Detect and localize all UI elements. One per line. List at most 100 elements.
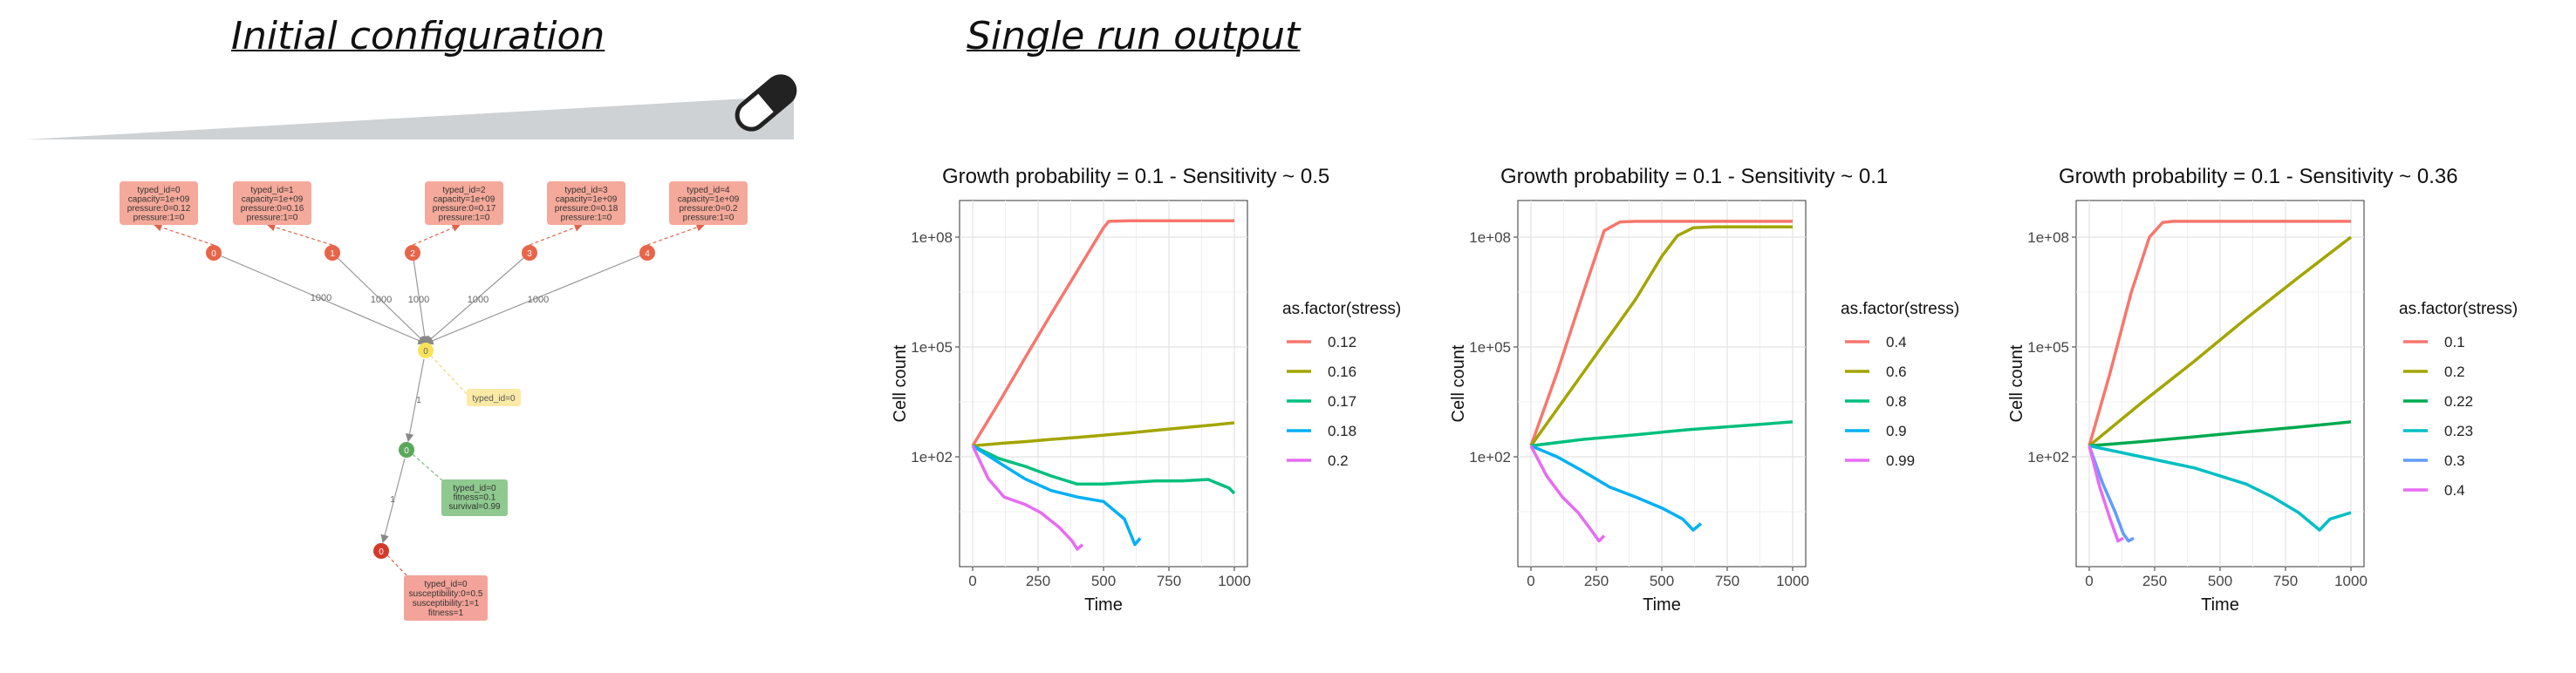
resource-box-line: typed_id=4 (687, 186, 730, 195)
legend-label: 0.9 (1886, 423, 1907, 439)
series-line (971, 445, 1084, 551)
single-run-output-heading: Single run output (967, 14, 1301, 58)
resource-node-label: 3 (527, 249, 532, 259)
typed-box-yellow (467, 389, 521, 406)
edge-line (331, 252, 427, 344)
y-tick-label: 1e+02 (2027, 449, 2069, 466)
legend-label: 0.6 (1886, 364, 1907, 380)
dashed-edge (646, 223, 706, 246)
edge-line (424, 252, 648, 345)
x-tick-label: 0 (968, 573, 976, 589)
x-axis-label: Time (1643, 595, 1681, 615)
legend-label: 0.22 (2444, 393, 2473, 410)
x-axis-label: Time (2201, 595, 2239, 615)
legend-label: 0.23 (2444, 423, 2473, 439)
x-tick-label: 1000 (1218, 573, 1251, 589)
edge-label: 1000 (468, 295, 489, 305)
resource-node-label: 2 (410, 249, 415, 259)
edge-label: 1 (390, 495, 395, 505)
resource-box-line: capacity=1e+09 (128, 195, 190, 205)
y-axis-label: Cell count (2007, 344, 2026, 422)
typed-box-green-line: survival=0.99 (448, 502, 501, 512)
x-tick-label: 750 (1715, 573, 1739, 589)
dashed-edge (153, 223, 215, 246)
resource-box-line: pressure:1=0 (683, 214, 735, 223)
y-axis-label: Cell count (891, 344, 910, 422)
series-line (1529, 445, 1606, 543)
series-line (2087, 220, 2351, 446)
resource-box-line: typed_id=3 (564, 186, 608, 195)
resource-node-label: 4 (645, 249, 650, 259)
x-tick-label: 250 (1584, 573, 1609, 589)
resource-box-line: pressure:0=0.16 (241, 204, 304, 214)
x-tick-label: 250 (2142, 573, 2167, 589)
red-node (373, 543, 389, 559)
dashed-edge (430, 355, 468, 395)
center-node-label: 0 (423, 347, 428, 357)
typed-box-green-line: fitness=0.1 (454, 493, 496, 503)
typed-box-red-line: susceptibility:0=0.5 (409, 589, 483, 599)
resource-box-line: pressure:0=0.17 (433, 204, 496, 214)
y-tick-label: 1e+08 (911, 229, 953, 246)
dashed-edge (386, 554, 409, 578)
edge-label: 1000 (311, 293, 331, 303)
typed-box-red-line: typed_id=0 (424, 580, 468, 589)
drug-gradient-wedge (26, 96, 794, 139)
x-tick-label: 1000 (2334, 573, 2368, 589)
legend-label: 0.8 (1886, 393, 1907, 410)
series-line (971, 219, 1234, 447)
legend-label: 0.18 (1328, 423, 1356, 439)
resource-node-label: 1 (330, 249, 335, 259)
typed-box-red-line: susceptibility:1=1 (413, 599, 480, 608)
y-tick-label: 1e+02 (1469, 449, 1511, 466)
chart-sensitivity-0-1: Growth probability = 0.1 - Sensitivity ~… (1449, 165, 1959, 615)
legend-label: 0.4 (2444, 482, 2465, 499)
resource-node (522, 245, 537, 261)
dashed-edge (266, 222, 333, 246)
x-tick-label: 1000 (1776, 573, 1809, 589)
x-axis-label: Time (1084, 595, 1123, 615)
series-line (1529, 220, 1793, 446)
series-line (1530, 444, 1703, 532)
edge-line (380, 458, 406, 544)
legend-label: 0.4 (1886, 334, 1907, 350)
resource-box-line: capacity=1e+09 (434, 195, 495, 205)
legend-label: 0.1 (2444, 334, 2465, 350)
legend-label: 0.17 (1328, 393, 1356, 410)
resource-box-line: typed_id=0 (137, 186, 181, 195)
x-tick-label: 0 (2085, 573, 2093, 589)
resource-node (325, 245, 340, 261)
typed-box-green (441, 479, 508, 516)
resource-box (425, 181, 503, 225)
y-tick-label: 1e+05 (1469, 339, 1511, 356)
x-tick-label: 500 (2208, 573, 2232, 589)
x-tick-label: 500 (1091, 573, 1116, 589)
legend-title: as.factor(stress) (1841, 300, 1959, 318)
x-tick-label: 750 (1157, 573, 1181, 589)
x-tick-label: 250 (1026, 573, 1050, 589)
resource-box-line: pressure:0=0.2 (680, 204, 738, 214)
pill-icon (735, 74, 797, 132)
typed-box-red (404, 575, 488, 621)
edge-line (412, 252, 429, 345)
series-line (2088, 444, 2352, 532)
legend-label: 0.3 (2444, 452, 2465, 469)
resource-node (206, 245, 222, 261)
legend-label: 0.2 (1328, 452, 1349, 469)
resource-box (233, 181, 311, 225)
edge-line (425, 252, 530, 344)
resource-box-line: capacity=1e+09 (242, 195, 304, 205)
chart-title: Growth probability = 0.1 - Sensitivity ~… (942, 165, 1329, 188)
resource-box (547, 181, 625, 225)
y-axis-label: Cell count (1449, 344, 1468, 422)
dashed-edge (529, 223, 584, 246)
resource-box-line: pressure:1=0 (247, 214, 298, 223)
series-line (2087, 445, 2124, 543)
typed-box-red-line: fitness=1 (428, 608, 464, 618)
green-node (399, 442, 414, 458)
resource-node-label: 0 (211, 249, 216, 259)
x-tick-label: 0 (1527, 573, 1534, 589)
series-line (972, 444, 1142, 547)
y-tick-label: 1e+02 (911, 449, 953, 466)
chart-title: Growth probability = 0.1 - Sensitivity ~… (2059, 165, 2458, 188)
